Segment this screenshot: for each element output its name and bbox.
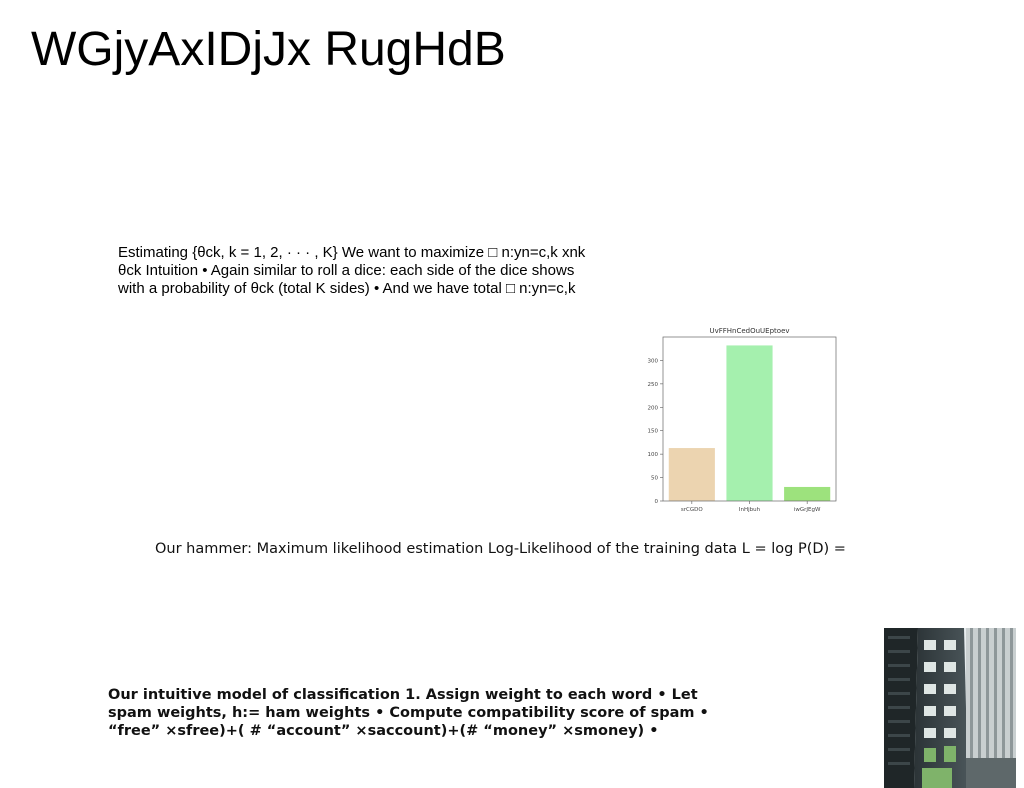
page-title: WGjyAxIDjJx RugHdB (31, 23, 506, 76)
paragraph-line: Estimating {θck, k = 1, 2, · · · , K} We… (118, 244, 586, 261)
y-tick-label: 50 (651, 476, 658, 482)
paragraph-hammer: Our hammer: Maximum likelihood estimatio… (155, 541, 846, 557)
bar-iwGrJEgW (784, 486, 831, 501)
y-tick-label: 200 (648, 405, 659, 411)
paragraph-line: spam weights, h:= ham weights • Compute … (108, 705, 709, 721)
bar-InHjbuh (726, 345, 773, 501)
bar-chart: UvFFHnCedOuUEptoev 0 50 100 150 200 250 300 srCG… (648, 327, 837, 513)
y-tick-label: 0 (655, 499, 659, 505)
paragraph-line: Our intuitive model of classification 1.… (108, 687, 698, 703)
paragraph-line: θck Intuition • Again similar to roll a … (118, 262, 575, 279)
chart-title: UvFFHnCedOuUEptoev (709, 327, 789, 335)
x-tick-label: srCGDO (681, 507, 703, 513)
y-tick-label: 150 (648, 429, 659, 435)
bar-srCGDO (668, 448, 715, 501)
paragraph-intuitive-model: Our intuitive model of classification 1.… (108, 686, 728, 740)
plot-frame (662, 336, 837, 502)
paragraph-estimating: Estimating {θck, k = 1, 2, · · · , K} We… (118, 244, 618, 298)
y-tick-label: 100 (648, 452, 659, 458)
building-photo (884, 628, 1016, 788)
paragraph-line: “free” ×sfree)+( # “account” ×saccount)+… (108, 723, 659, 739)
x-tick-label: InHjbuh (739, 507, 761, 513)
paragraph-line: with a probability of θck (total K sides… (118, 280, 576, 297)
y-tick-label: 300 (648, 358, 659, 364)
x-tick-label: iwGrJEgW (794, 507, 821, 513)
y-tick-label: 250 (648, 382, 659, 388)
